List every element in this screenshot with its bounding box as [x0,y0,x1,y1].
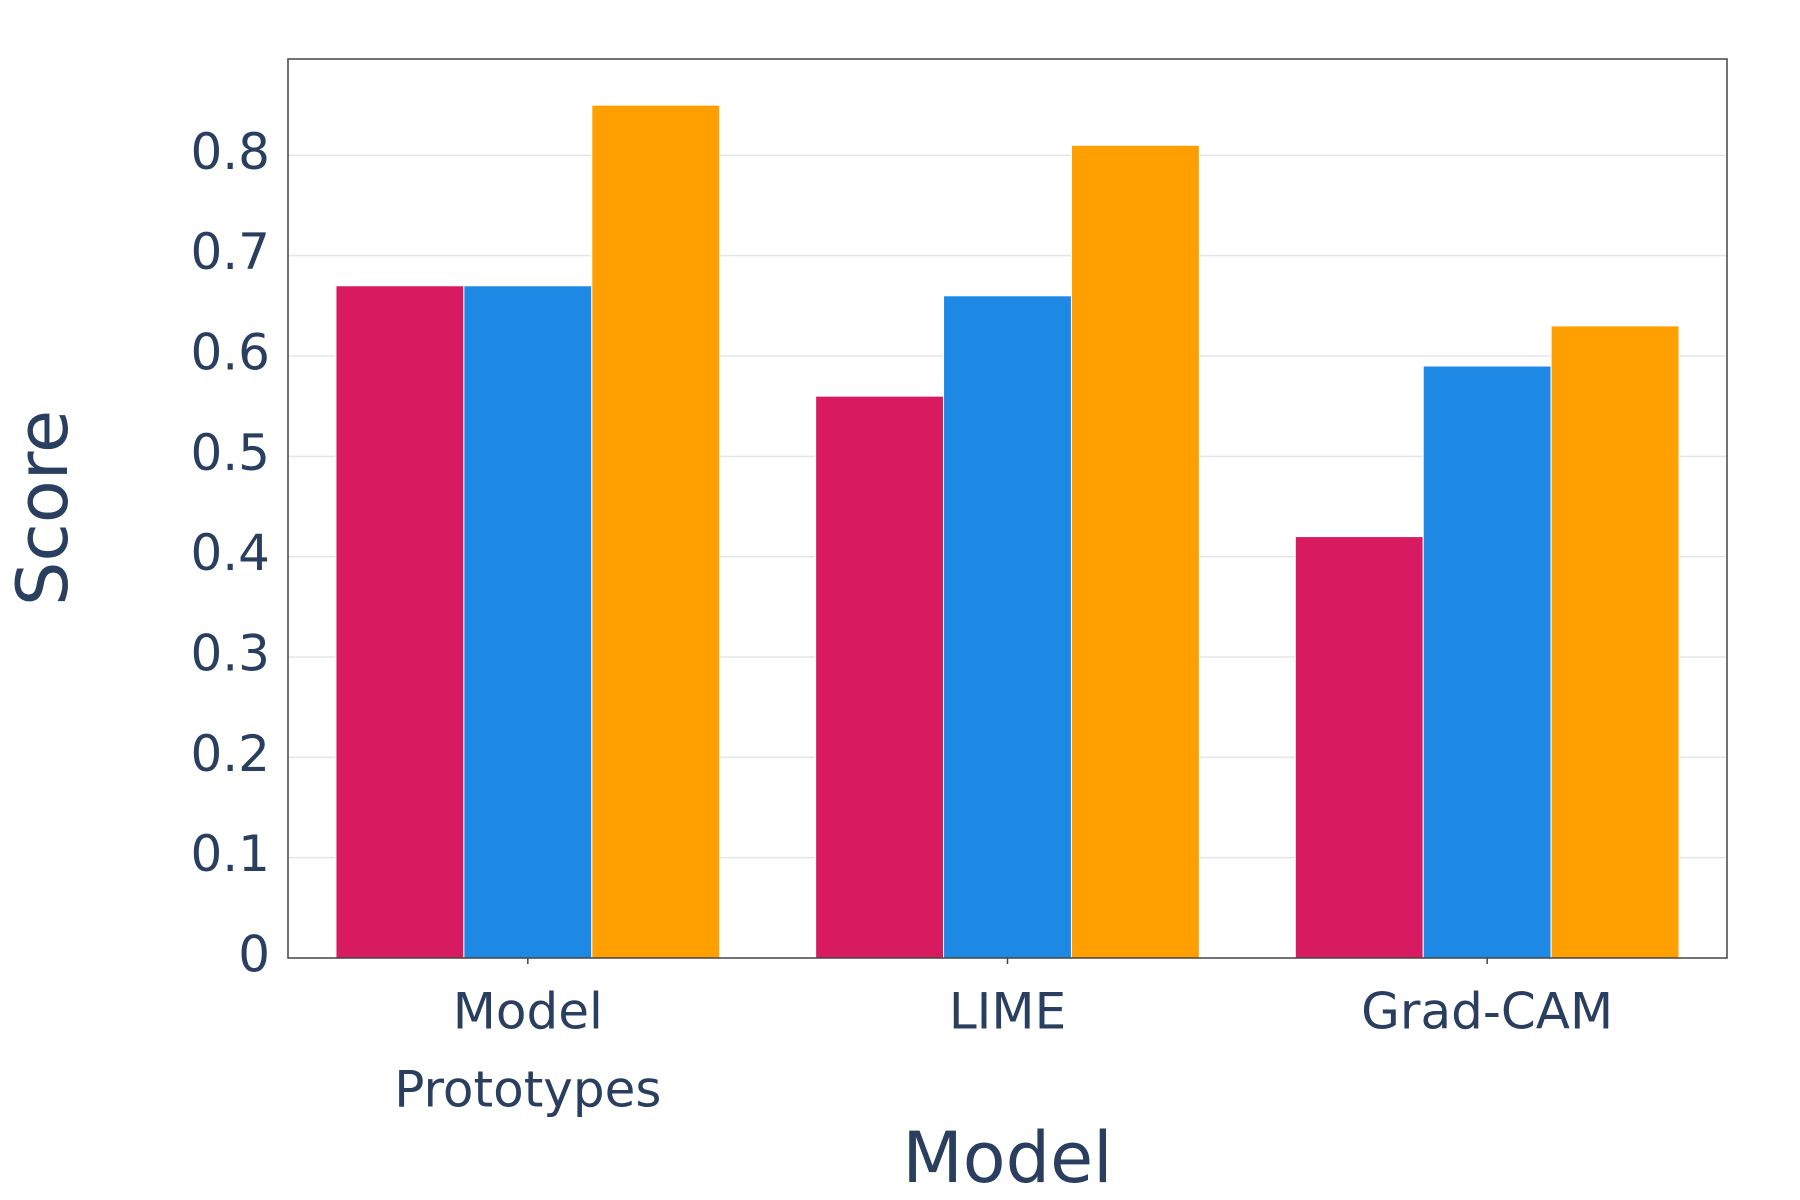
bar-series-3-1 [1070,144,1200,959]
x-axis-ticks: Model Prototypes LIME Grad-CAM [394,958,1613,1119]
bar-series-1-0 [335,285,465,959]
bar-series-1-1 [815,395,945,959]
y-tick-label: 0.4 [190,524,270,582]
x-tick-label: Grad-CAM [1361,983,1613,1041]
y-tick-label: 0.2 [190,725,270,783]
y-tick-label: 0.5 [190,424,270,482]
y-tick-label: 0.8 [190,123,270,181]
bar-series-3-0 [591,104,721,959]
bar-series-1-2 [1294,536,1424,959]
x-tick-label: Prototypes [394,1061,661,1119]
y-tick-label: 0.3 [190,624,270,682]
y-tick-label: 0.6 [190,323,270,381]
bar-series-3-2 [1550,325,1680,959]
y-axis-title: Score [2,410,84,606]
x-tick-label: Model [453,983,603,1041]
y-tick-label: 0.1 [190,825,270,883]
x-axis-title: Model [902,1117,1112,1199]
x-tick-label: LIME [949,983,1066,1041]
bars [335,104,1680,959]
bar-series-2-0 [463,285,593,959]
y-axis-ticks: 0 0.1 0.2 0.3 0.4 0.5 0.6 0.7 0.8 [190,123,270,984]
y-tick-label: 0.7 [190,223,270,281]
bar-series-2-1 [943,295,1072,959]
y-tick-label: 0 [238,926,270,984]
bar-series-2-2 [1422,365,1552,959]
